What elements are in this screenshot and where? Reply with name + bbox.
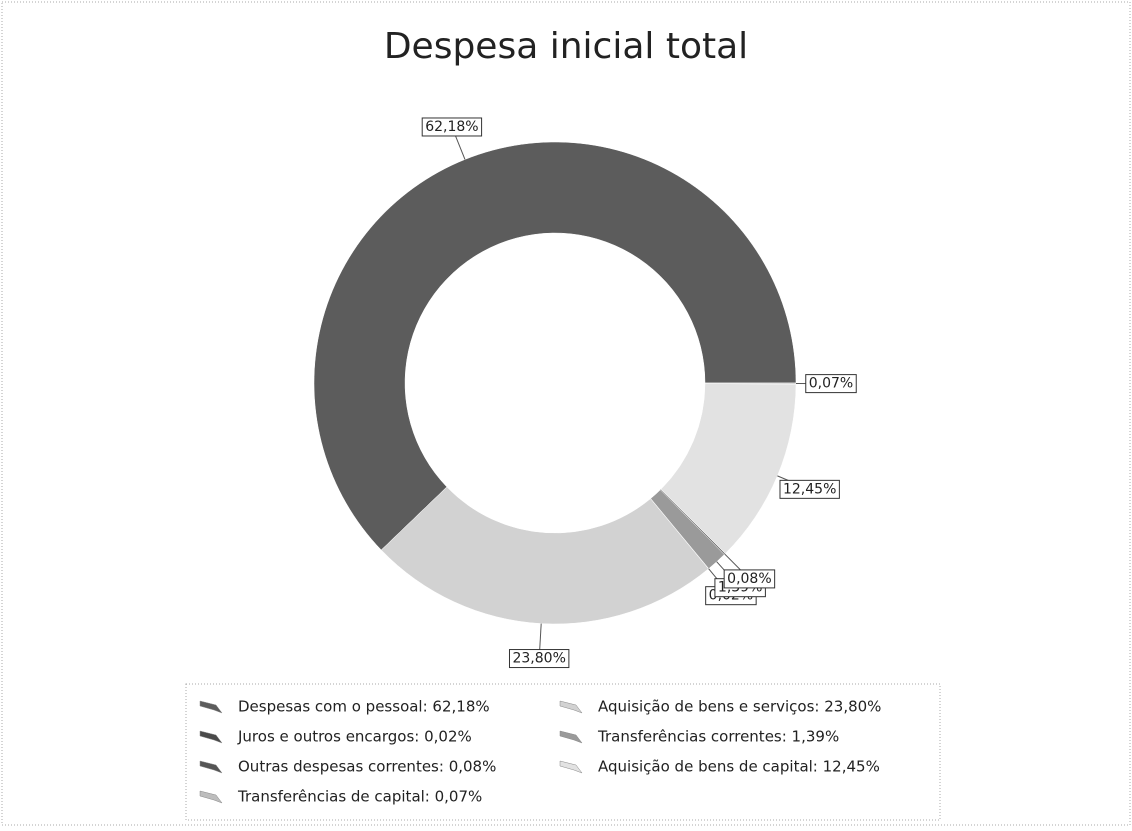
data-label: 62,18% xyxy=(425,119,478,135)
legend-swatch xyxy=(200,791,222,803)
legend-swatch xyxy=(560,731,582,743)
legend-label: Aquisição de bens e serviços: 23,80% xyxy=(598,698,881,716)
legend-label: Despesas com o pessoal: 62,18% xyxy=(238,698,490,716)
data-label: 0,07% xyxy=(809,376,853,392)
legend-label: Aquisição de bens de capital: 12,45% xyxy=(598,758,880,776)
data-label: 0,08% xyxy=(727,571,771,587)
donut-slice xyxy=(705,383,796,384)
legend-swatch xyxy=(200,761,222,773)
legend-swatch xyxy=(200,701,222,713)
data-label: 12,45% xyxy=(783,481,836,497)
legend-label: Outras despesas correntes: 0,08% xyxy=(238,758,496,776)
legend-label: Transferências de capital: 0,07% xyxy=(237,788,482,806)
data-label: 23,80% xyxy=(512,651,565,667)
legend-label: Juros e outros encargos: 0,02% xyxy=(237,728,472,746)
legend-swatch xyxy=(200,731,222,743)
legend-swatch xyxy=(560,701,582,713)
legend-swatch xyxy=(560,761,582,773)
legend-label: Transferências correntes: 1,39% xyxy=(597,728,839,746)
chart-title: Despesa inicial total xyxy=(384,26,748,67)
